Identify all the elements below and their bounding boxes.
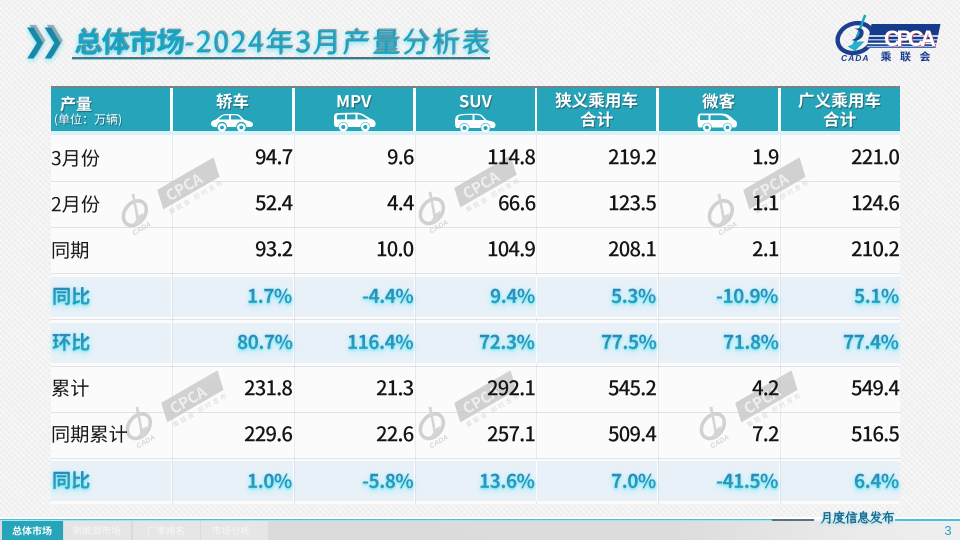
svg-text:CADA: CADA [841,53,870,63]
svg-text:CPCA: CPCA [885,27,937,52]
svg-text:CPCA: CPCA [884,26,936,51]
